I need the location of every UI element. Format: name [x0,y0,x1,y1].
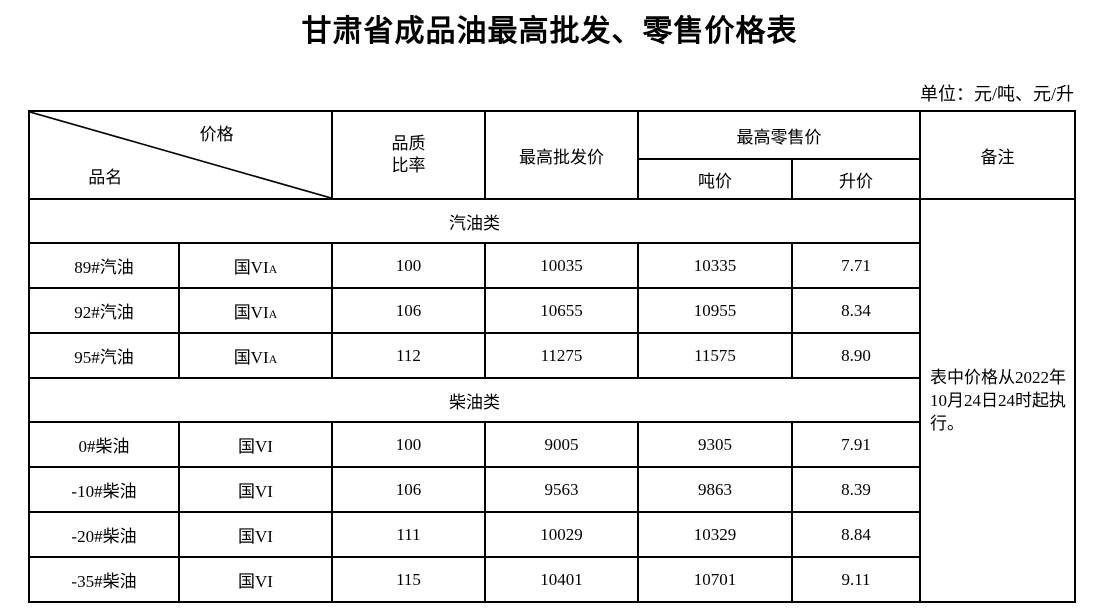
grade-suffix: A [268,262,278,276]
wholesale-price-cell: 9005 [484,421,639,468]
ton-price-cell: 9305 [637,421,793,468]
header-max-wholesale: 最高批发价 [484,110,639,200]
ton-price-cell: 9863 [637,466,793,513]
table-row: -35#柴油 国VI 115 10401 10701 9.11 [28,556,1075,603]
liter-price-cell: 8.34 [791,287,921,334]
table-row: 89#汽油 国VIA 100 10035 10335 7.71 [28,242,1075,289]
product-name-cell: -35#柴油 [28,556,180,603]
quality-ratio-cell: 106 [331,287,486,334]
ton-price-cell: 10701 [637,556,793,603]
table-row: 92#汽油 国VIA 106 10655 10955 8.34 [28,287,1075,334]
grade-cell: 国VIA [178,287,333,334]
product-name-cell: 95#汽油 [28,332,180,379]
quality-ratio-cell: 100 [331,421,486,468]
wholesale-price-cell: 10035 [484,242,639,289]
liter-price-cell: 8.84 [791,511,921,558]
grade-text: 国VI [238,527,273,546]
wholesale-price-cell: 11275 [484,332,639,379]
quality-ratio-cell: 111 [331,511,486,558]
quality-ratio-line1: 品质 [391,134,426,153]
ton-price-cell: 10955 [637,287,793,334]
ton-price-cell: 11575 [637,332,793,379]
liter-price-cell: 9.11 [791,556,921,603]
header-ton-price: 吨价 [637,158,793,200]
liter-price-cell: 7.91 [791,421,921,468]
product-name-cell: 92#汽油 [28,287,180,334]
grade-cell: 国VIA [178,332,333,379]
liter-price-cell: 7.71 [791,242,921,289]
table-row: -20#柴油 国VI 111 10029 10329 8.84 [28,511,1075,558]
header-max-retail: 最高零售价 [637,110,921,160]
remark-cell: 表中价格从2022年10月24日24时起执行。 [919,198,1076,603]
header-product-name-label: 品名 [88,168,123,187]
quality-ratio-line2: 比率 [391,156,426,175]
grade-suffix: A [268,352,278,366]
grade-cell: 国VIA [178,242,333,289]
grade-cell: 国VI [178,421,333,468]
ton-price-cell: 10329 [637,511,793,558]
quality-ratio-cell: 106 [331,466,486,513]
quality-ratio-cell: 115 [331,556,486,603]
header-liter-price: 升价 [791,158,921,200]
table-row: 95#汽油 国VIA 112 11275 11575 8.90 [28,332,1075,379]
header-quality-ratio: 品质 比率 [331,110,486,200]
liter-price-cell: 8.90 [791,332,921,379]
product-name-cell: -10#柴油 [28,466,180,513]
quality-ratio-cell: 112 [331,332,486,379]
section-row-gasoline: 汽油类 表中价格从2022年10月24日24时起执行。 [28,198,1076,603]
grade-text: 国VI [233,348,269,367]
product-name-cell: -20#柴油 [28,511,180,558]
section-row-diesel: 柴油类 [28,377,1075,423]
grade-cell: 国VI [178,556,333,603]
diagonal-line [30,112,331,198]
wholesale-price-cell: 10029 [484,511,639,558]
quality-ratio-cell: 100 [331,242,486,289]
page-title: 甘肃省成品油最高批发、零售价格表 [301,15,798,48]
section-label-gasoline: 汽油类 [28,198,921,244]
grade-text: 国VI [233,303,269,322]
grade-text: 国VI [238,572,273,591]
grade-cell: 国VI [178,511,333,558]
grade-text: 国VI [238,482,273,501]
ton-price-cell: 10335 [637,242,793,289]
grade-text: 国VI [233,258,269,277]
table-row: -10#柴油 国VI 106 9563 9863 8.39 [28,466,1075,513]
wholesale-price-cell: 10655 [484,287,639,334]
grade-suffix: A [268,307,278,321]
product-name-cell: 0#柴油 [28,421,180,468]
wholesale-price-cell: 9563 [484,466,639,513]
header-row-sub: 吨价 升价 [29,158,1075,200]
header-row-top: 价格 品名 品质 比率 最高批发价 最高零售价 备注 [28,110,1076,200]
diagonal-header-cell: 价格 品名 [28,110,333,200]
grade-text: 国VI [238,437,273,456]
liter-price-cell: 8.39 [791,466,921,513]
product-name-cell: 89#汽油 [28,242,180,289]
wholesale-price-cell: 10401 [484,556,639,603]
section-label-diesel: 柴油类 [28,377,921,423]
table-row: 0#柴油 国VI 100 9005 9305 7.91 [28,421,1075,468]
header-price-label: 价格 [199,125,234,144]
unit-note: 单位：元/吨、元/升 [919,84,1074,104]
price-table: 价格 品名 品质 比率 最高批发价 最高零售价 备注 吨价 升价 汽油类 表中价… [28,110,1076,603]
grade-cell: 国VI [178,466,333,513]
header-remark: 备注 [919,110,1076,200]
